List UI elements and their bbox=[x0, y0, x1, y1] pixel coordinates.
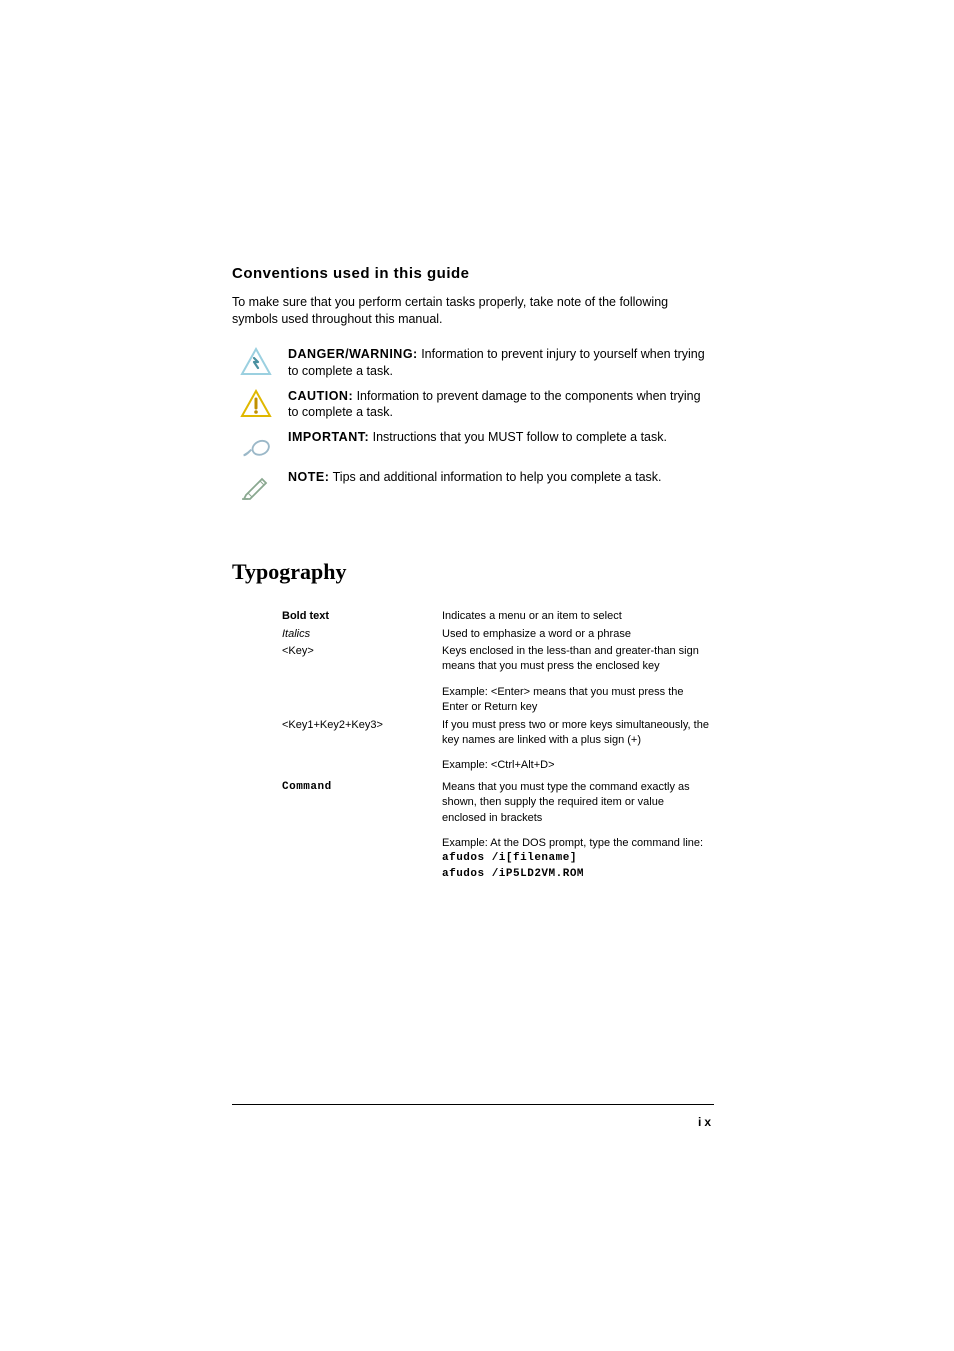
typo-term-bold: Bold text bbox=[282, 609, 442, 624]
callout-important-text: IMPORTANT: Instructions that you MUST fo… bbox=[288, 429, 714, 446]
typo-desc-text: If you must press two or more keys simul… bbox=[442, 718, 710, 749]
command-example-2: afudos /iP5LD2VM.ROM bbox=[442, 867, 710, 882]
typo-example: Example: <Ctrl+Alt+D> bbox=[442, 758, 710, 773]
page-footer: ix bbox=[232, 1104, 714, 1129]
caution-label: CAUTION: bbox=[288, 389, 353, 403]
conventions-heading: Conventions used in this guide bbox=[232, 265, 714, 282]
table-row: Italics Used to emphasize a word or a ph… bbox=[282, 627, 714, 642]
callout-list: DANGER/WARNING: Information to prevent i… bbox=[240, 346, 714, 502]
typography-heading: Typography bbox=[232, 559, 714, 585]
typo-desc: Used to emphasize a word or a phrase bbox=[442, 627, 714, 642]
important-icon bbox=[240, 429, 272, 461]
callout-important: IMPORTANT: Instructions that you MUST fo… bbox=[240, 429, 714, 461]
danger-label: DANGER/WARNING: bbox=[288, 347, 418, 361]
typo-desc: Keys enclosed in the less-than and great… bbox=[442, 644, 714, 716]
caution-icon bbox=[240, 388, 272, 420]
typo-term-keys: <Key1+Key2+Key3> bbox=[282, 718, 442, 774]
table-row: Bold text Indicates a menu or an item to… bbox=[282, 609, 714, 624]
callout-danger: DANGER/WARNING: Information to prevent i… bbox=[240, 346, 714, 380]
table-row: <Key1+Key2+Key3> If you must press two o… bbox=[282, 718, 714, 774]
typo-desc: Indicates a menu or an item to select bbox=[442, 609, 714, 624]
callout-note: NOTE: Tips and additional information to… bbox=[240, 469, 714, 501]
typo-desc-text: Keys enclosed in the less-than and great… bbox=[442, 645, 699, 672]
typo-example: Example: <Enter> means that you must pre… bbox=[442, 685, 710, 716]
table-row: <Key> Keys enclosed in the less-than and… bbox=[282, 644, 714, 716]
callout-note-text: NOTE: Tips and additional information to… bbox=[288, 469, 714, 486]
command-example-1: afudos /i[filename] bbox=[442, 851, 710, 866]
callout-caution-text: CAUTION: Information to prevent damage t… bbox=[288, 388, 714, 422]
note-label: NOTE: bbox=[288, 470, 329, 484]
note-desc: Tips and additional information to help … bbox=[329, 470, 661, 484]
important-label: IMPORTANT: bbox=[288, 430, 369, 444]
danger-icon bbox=[240, 346, 272, 378]
table-row: Command Means that you must type the com… bbox=[282, 780, 714, 882]
typo-term-key: <Key> bbox=[282, 644, 442, 716]
typo-example-pre: Example: At the DOS prompt, type the com… bbox=[442, 836, 710, 851]
typo-desc: If you must press two or more keys simul… bbox=[442, 718, 714, 774]
page-number: ix bbox=[698, 1115, 714, 1129]
conventions-intro: To make sure that you perform certain ta… bbox=[232, 294, 714, 328]
callout-caution: CAUTION: Information to prevent damage t… bbox=[240, 388, 714, 422]
typo-term-command: Command bbox=[282, 780, 442, 882]
typography-table: Bold text Indicates a menu or an item to… bbox=[282, 609, 714, 882]
callout-danger-text: DANGER/WARNING: Information to prevent i… bbox=[288, 346, 714, 380]
document-page: Conventions used in this guide To make s… bbox=[0, 0, 954, 882]
typo-desc: Means that you must type the command exa… bbox=[442, 780, 714, 882]
note-icon bbox=[240, 469, 272, 501]
typo-desc-text: Means that you must type the command exa… bbox=[442, 781, 690, 824]
important-desc: Instructions that you MUST follow to com… bbox=[369, 430, 667, 444]
typo-term-italics: Italics bbox=[282, 627, 442, 642]
